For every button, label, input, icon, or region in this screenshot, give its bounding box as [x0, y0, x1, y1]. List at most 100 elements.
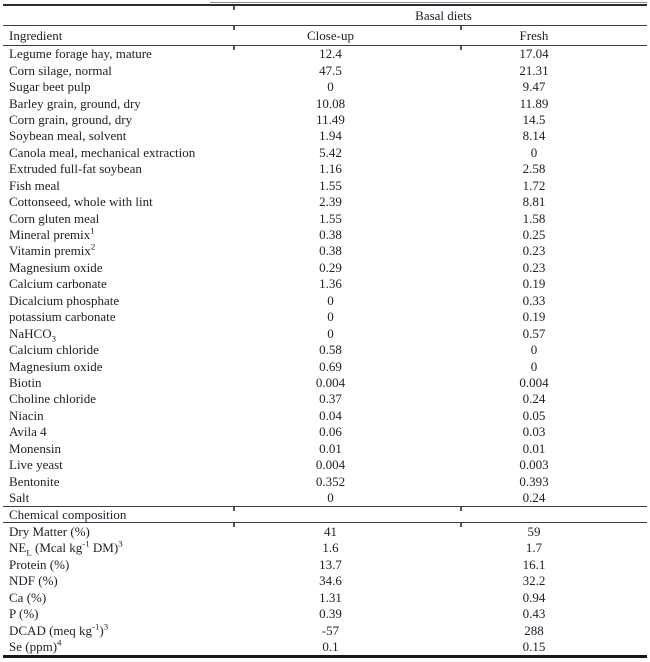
- fresh-value-cell: 0.43: [522, 606, 546, 621]
- fresh-value-cell: 0.393: [519, 473, 549, 489]
- ingredient-name-cell: Ca (%): [9, 589, 47, 605]
- close-up-value-cell: 0.04: [319, 407, 342, 423]
- ingredient-name-cell: Salt: [9, 490, 30, 506]
- table-row: Monensin 0.01 0.01: [3, 441, 647, 457]
- fresh-value-cell: 288: [524, 622, 544, 638]
- rule-below-section-title: [3, 522, 647, 528]
- ingredients-section: Legume forage hay, mature 12.4 17.04 Cor…: [3, 46, 647, 506]
- table-row: Extruded full-fat soybean 1.16 2.58: [3, 161, 647, 177]
- ingredient-name-cell: Niacin: [9, 407, 44, 423]
- table-row: Bentonite 0.352 0.393: [3, 473, 647, 489]
- ingredient-name-cell: Canola meal, mechanical extraction: [9, 144, 196, 160]
- table-row: Cottonseed, whole with lint 2.39 8.81: [3, 194, 647, 210]
- rule-above-section-title: [3, 506, 647, 512]
- close-up-column-header: Close-up: [307, 27, 354, 43]
- close-up-value-cell: 0.69: [319, 358, 342, 374]
- fresh-value-cell: 9.47: [522, 79, 546, 95]
- table-row: Vitamin premix2 0.38 0.23: [3, 243, 647, 259]
- fresh-value-cell: 32.2: [522, 573, 546, 588]
- table-row: P (%) 0.39 0.43: [3, 606, 647, 623]
- table-row: Biotin 0.004 0.004: [3, 375, 647, 391]
- ingredient-name-cell: Calcium chloride: [9, 342, 99, 358]
- table-row: Sugar beet pulp 0 9.47: [3, 79, 647, 95]
- ingredient-name-cell: potassium carbonate: [9, 309, 116, 325]
- ingredient-name-cell: Corn gluten meal: [9, 210, 100, 226]
- table-row: Legume forage hay, mature 12.4 17.04: [3, 46, 647, 62]
- table-row: Corn silage, normal 47.5 21.31: [3, 62, 647, 78]
- close-up-value-cell: 0.39: [319, 606, 342, 621]
- table-row: Canola meal, mechanical extraction 5.42 …: [3, 145, 647, 161]
- fresh-value-cell: 0.23: [522, 259, 546, 275]
- close-up-value-cell: 0.29: [319, 259, 342, 275]
- close-up-value-cell: 1.55: [319, 210, 342, 226]
- ingredient-name-cell: Sugar beet pulp: [9, 79, 91, 95]
- fresh-value-cell: 17.04: [519, 46, 549, 62]
- ingredient-name-cell: Cottonseed, whole with lint: [9, 194, 153, 210]
- ingredient-name-cell: NaHCO3: [9, 325, 57, 342]
- fresh-value-cell: 0: [530, 342, 538, 358]
- table-row: Choline chloride 0.37 0.24: [3, 391, 647, 407]
- ingredient-name-cell: Fish meal: [9, 177, 60, 193]
- close-up-value-cell: 1.94: [319, 128, 342, 144]
- fresh-value-cell: 0.03: [522, 424, 546, 440]
- ingredient-name-cell: Live yeast: [9, 457, 63, 473]
- ingredient-name-cell: Avila 4: [9, 424, 47, 440]
- table-row: Niacin 0.04 0.05: [3, 408, 647, 424]
- ingredient-name-cell: Legume forage hay, mature: [9, 46, 152, 62]
- fresh-value-cell: 0.19: [522, 276, 546, 292]
- table-row: Se (ppm)4 0.1 0.15: [3, 639, 647, 656]
- close-up-value-cell: 1.55: [319, 177, 342, 193]
- ingredient-name-cell: NEL (Mcal kg-1 DM)3: [9, 540, 123, 556]
- table-row: Corn grain, ground, dry 11.49 14.5: [3, 112, 647, 128]
- ingredient-name-cell: Protein (%): [9, 556, 70, 572]
- fresh-value-cell: 1.7: [525, 540, 543, 555]
- ingredient-name-cell: Corn silage, normal: [9, 62, 112, 78]
- table: Basal diets Ingredient Close-up Fresh Le…: [3, 0, 647, 659]
- ingredient-name-cell: Magnesium oxide: [9, 358, 103, 374]
- close-up-value-cell: 1.36: [319, 276, 342, 292]
- rule-below-spanner: [3, 25, 647, 30]
- fresh-value-cell: 0.15: [522, 639, 546, 654]
- ingredient-column-header: Ingredient: [9, 27, 63, 43]
- table-row: DCAD (meq kg-1)3 -57 288: [3, 622, 647, 639]
- fresh-value-cell: 0.003: [519, 457, 549, 473]
- ingredient-name-cell: NDF (%): [9, 573, 58, 588]
- column-tick: [233, 507, 235, 512]
- table-row: NDF (%) 34.6 32.2: [3, 573, 647, 590]
- fresh-value-cell: 14.5: [522, 111, 546, 127]
- close-up-value-cell: 0.352: [315, 473, 346, 489]
- close-up-value-cell: 1.16: [319, 161, 342, 177]
- ingredient-name-cell: Magnesium oxide: [9, 259, 103, 275]
- fresh-value-cell: 0: [530, 144, 538, 160]
- ingredient-name-cell: Choline chloride: [9, 391, 97, 407]
- close-up-value-cell: 1.31: [319, 589, 342, 605]
- fresh-value-cell: 1.72: [522, 177, 546, 193]
- fresh-value-cell: 8.81: [522, 194, 546, 210]
- table-row: Calcium chloride 0.58 0: [3, 342, 647, 358]
- column-tick: [233, 46, 235, 50]
- close-up-value-cell: 0.58: [319, 342, 342, 358]
- ingredient-name-cell: Bentonite: [9, 473, 60, 489]
- fresh-column-header: Fresh: [519, 27, 549, 43]
- close-up-value-cell: 0.1: [322, 639, 339, 654]
- fresh-value-cell: 2.58: [522, 161, 546, 177]
- table-row: Magnesium oxide 0.69 0: [3, 358, 647, 374]
- column-tick: [460, 26, 462, 30]
- table-row: Protein (%) 13.7 16.1: [3, 556, 647, 573]
- top-rule: [3, 4, 647, 10]
- ingredient-name-cell: Corn grain, ground, dry: [9, 111, 133, 127]
- close-up-value-cell: 11.49: [316, 111, 345, 127]
- table-row: Live yeast 0.004 0.003: [3, 457, 647, 473]
- ingredient-name-cell: Se (ppm)4: [9, 639, 62, 654]
- close-up-value-cell: -57: [321, 622, 340, 638]
- fresh-value-cell: 0.24: [522, 490, 546, 506]
- fresh-value-cell: 0.94: [522, 589, 546, 605]
- ingredient-name-cell: Barley grain, ground, dry: [9, 95, 141, 111]
- bottom-rule: [3, 655, 647, 659]
- table-row: NaHCO3 0 0.57: [3, 325, 647, 342]
- close-up-value-cell: 0: [327, 325, 334, 341]
- close-up-value-cell: 0.01: [319, 440, 342, 456]
- rule-below-header: [3, 45, 647, 50]
- fresh-value-cell: 0.01: [522, 440, 546, 456]
